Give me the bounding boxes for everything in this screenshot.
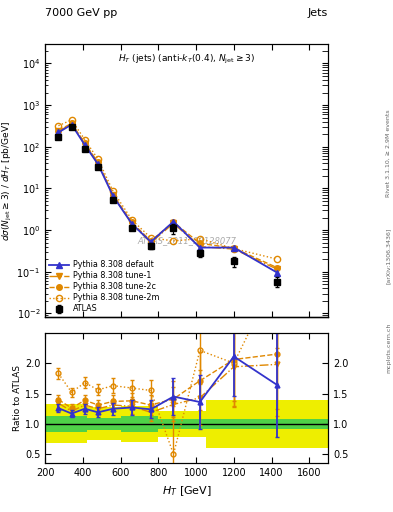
Pythia 8.308 tune-1 [130, 221, 134, 227]
Line: Pythia 8.308 tune-2m: Pythia 8.308 tune-2m [55, 117, 280, 262]
Pythia 8.308 tune-2m [171, 238, 176, 244]
Pythia 8.308 tune-2c [275, 265, 279, 271]
Pythia 8.308 tune-1 [56, 128, 61, 134]
Pythia 8.308 tune-2m [95, 156, 100, 162]
Pythia 8.308 default [231, 245, 236, 251]
Pythia 8.308 tune-2c [130, 220, 134, 226]
Y-axis label: $d\sigma(N_\mathrm{jet} \geq 3)\ /\ dH_T\ \mathrm{[pb/GeV]}$: $d\sigma(N_\mathrm{jet} \geq 3)\ /\ dH_T… [1, 120, 14, 241]
Pythia 8.308 tune-1 [275, 266, 279, 272]
Line: Pythia 8.308 default: Pythia 8.308 default [56, 122, 280, 275]
Legend: Pythia 8.308 default, Pythia 8.308 tune-1, Pythia 8.308 tune-2c, Pythia 8.308 tu: Pythia 8.308 default, Pythia 8.308 tune-… [48, 259, 162, 315]
Line: Pythia 8.308 tune-2c: Pythia 8.308 tune-2c [56, 120, 280, 270]
Pythia 8.308 tune-1 [83, 141, 87, 147]
Text: [arXiv:1306.3436]: [arXiv:1306.3436] [386, 228, 391, 284]
X-axis label: $H_T\ \mathrm{[GeV]}$: $H_T\ \mathrm{[GeV]}$ [162, 484, 211, 498]
Y-axis label: Ratio to ATLAS: Ratio to ATLAS [13, 365, 22, 431]
Pythia 8.308 default [83, 142, 87, 148]
Pythia 8.308 tune-2m [130, 217, 134, 223]
Pythia 8.308 default [130, 221, 134, 227]
Pythia 8.308 tune-1 [198, 244, 202, 250]
Text: Rivet 3.1.10, ≥ 2.9M events: Rivet 3.1.10, ≥ 2.9M events [386, 110, 391, 198]
Pythia 8.308 default [171, 219, 176, 225]
Pythia 8.308 tune-2c [231, 245, 236, 251]
Line: Pythia 8.308 tune-1: Pythia 8.308 tune-1 [56, 121, 280, 272]
Pythia 8.308 tune-2m [275, 256, 279, 262]
Pythia 8.308 tune-2c [111, 191, 116, 198]
Pythia 8.308 default [69, 121, 74, 127]
Pythia 8.308 tune-2m [83, 137, 87, 143]
Pythia 8.308 tune-1 [111, 193, 116, 199]
Pythia 8.308 default [95, 161, 100, 167]
Pythia 8.308 tune-1 [95, 160, 100, 166]
Pythia 8.308 tune-2c [95, 159, 100, 165]
Pythia 8.308 tune-2c [69, 120, 74, 126]
Pythia 8.308 default [275, 270, 279, 276]
Pythia 8.308 tune-2c [171, 219, 176, 225]
Pythia 8.308 tune-1 [69, 121, 74, 127]
Pythia 8.308 tune-1 [149, 240, 153, 246]
Pythia 8.308 tune-1 [171, 220, 176, 226]
Pythia 8.308 tune-2m [69, 117, 74, 123]
Pythia 8.308 tune-2c [83, 140, 87, 146]
Pythia 8.308 tune-2c [149, 238, 153, 244]
Text: Jets: Jets [308, 8, 328, 18]
Pythia 8.308 tune-2m [111, 188, 116, 195]
Text: $H_T$ (jets) (anti-$k_T$(0.4), $N_\mathrm{jet} \geq 3$): $H_T$ (jets) (anti-$k_T$(0.4), $N_\mathr… [118, 53, 255, 66]
Pythia 8.308 default [111, 193, 116, 199]
Text: 7000 GeV pp: 7000 GeV pp [45, 8, 118, 18]
Text: ATLAS_2011_S9128077: ATLAS_2011_S9128077 [137, 236, 236, 245]
Pythia 8.308 tune-2m [56, 122, 61, 129]
Pythia 8.308 default [56, 130, 61, 136]
Pythia 8.308 default [149, 239, 153, 245]
Pythia 8.308 tune-1 [231, 246, 236, 252]
Pythia 8.308 tune-2m [149, 235, 153, 241]
Pythia 8.308 tune-2m [198, 236, 202, 242]
Pythia 8.308 tune-2c [56, 127, 61, 134]
Pythia 8.308 tune-2m [231, 245, 236, 251]
Text: mcplots.cern.ch: mcplots.cern.ch [386, 323, 391, 373]
Pythia 8.308 default [198, 245, 202, 251]
Pythia 8.308 tune-2c [198, 240, 202, 246]
